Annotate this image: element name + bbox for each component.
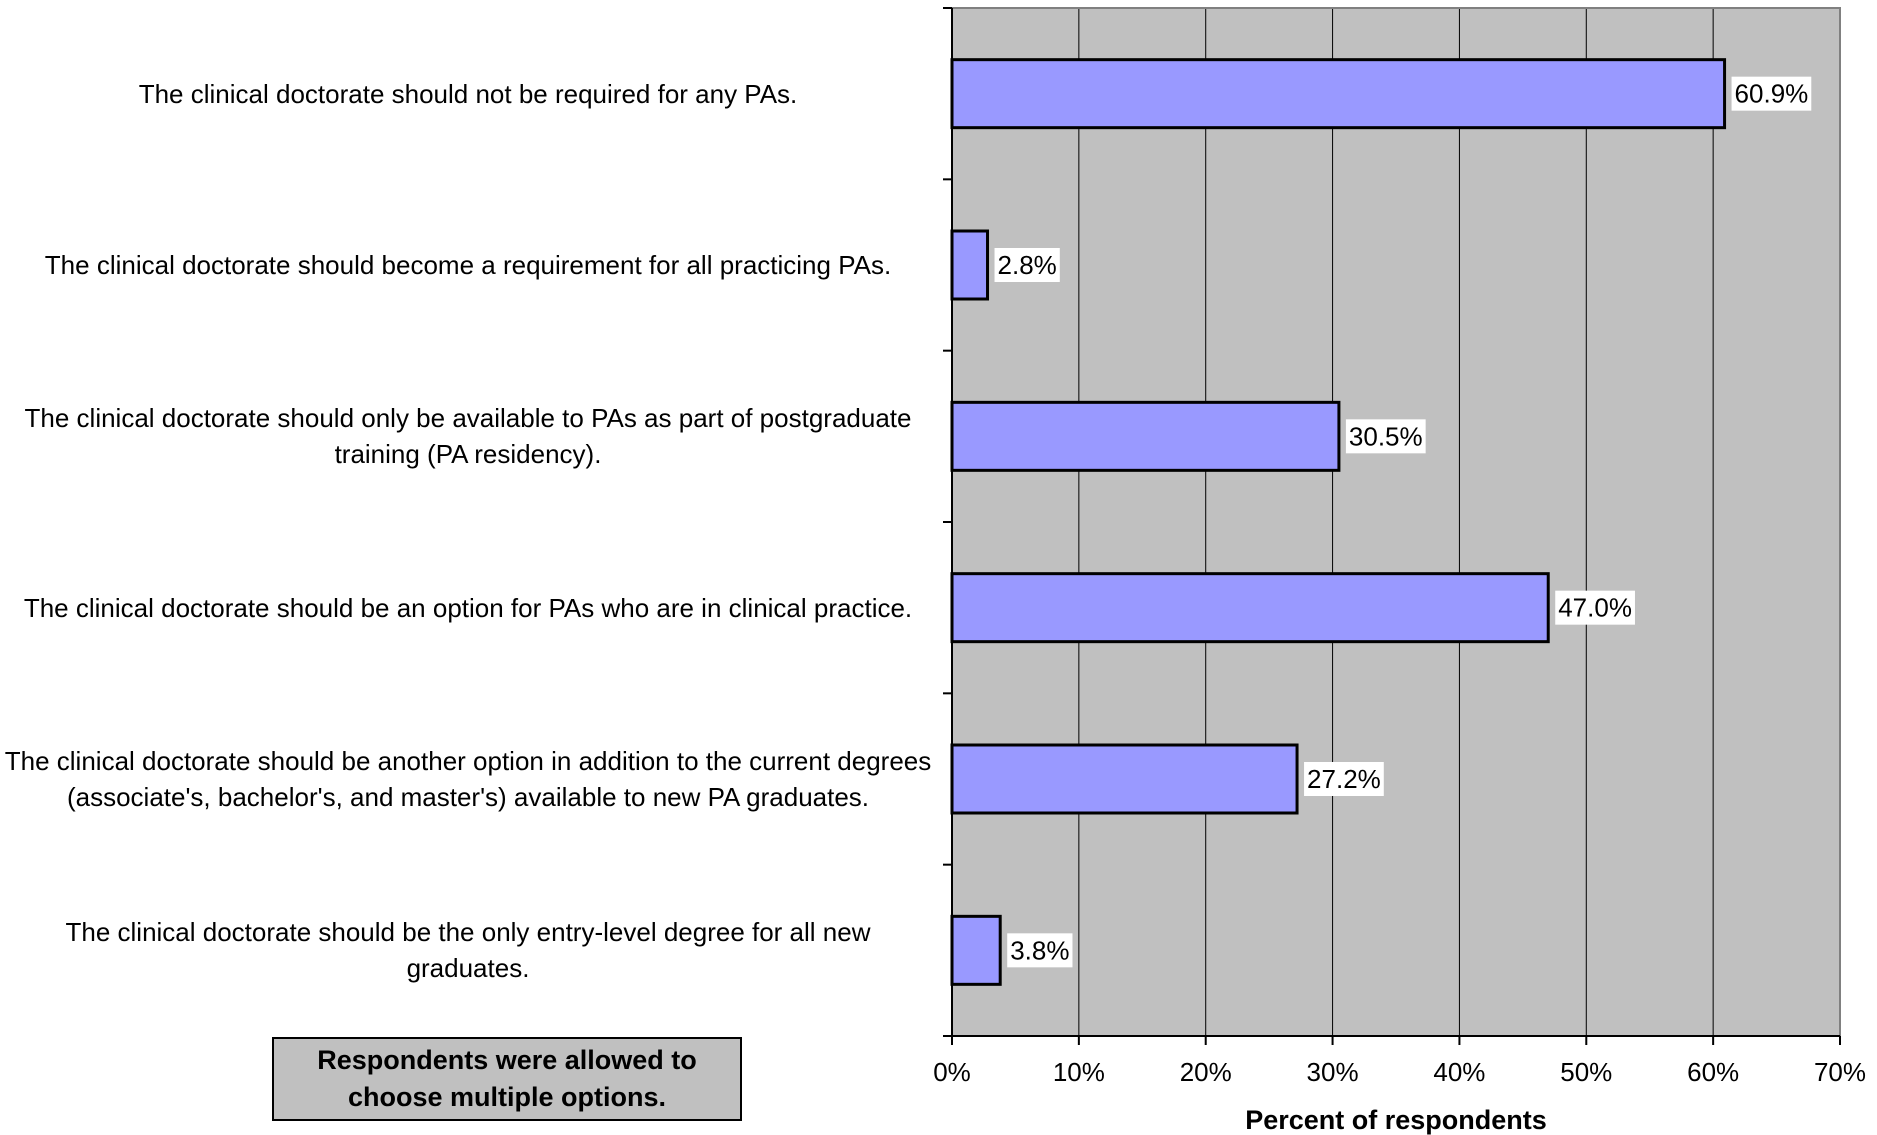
- data-label-text: 2.8%: [998, 250, 1057, 280]
- data-label-text: 3.8%: [1010, 935, 1069, 965]
- note-box: Respondents were allowed to choose multi…: [272, 1037, 742, 1121]
- x-tick-label: 20%: [1180, 1057, 1232, 1087]
- x-tick-label: 30%: [1307, 1057, 1359, 1087]
- data-label-text: 60.9%: [1735, 79, 1809, 109]
- category-label: The clinical doctorate should only be av…: [24, 403, 912, 470]
- x-tick-label: 50%: [1560, 1057, 1612, 1087]
- data-label: 3.8%: [1007, 933, 1073, 968]
- data-label: 60.9%: [1731, 76, 1812, 111]
- category-label: The clinical doctorate should be the onl…: [65, 917, 871, 984]
- x-axis-title: Percent of respondents: [1245, 1105, 1547, 1135]
- bars: [950, 58, 1727, 986]
- data-label-bg: [1555, 590, 1635, 625]
- bar: [950, 58, 1727, 130]
- category-label: The clinical doctorate should become a r…: [44, 250, 892, 280]
- data-label-text: 27.2%: [1307, 764, 1381, 794]
- data-label-bg: [1007, 933, 1073, 968]
- data-labels: 60.9% 2.8% 30.5% 47.0% 27.2% 3.8%: [994, 76, 1812, 968]
- data-label-bg: [1345, 419, 1426, 454]
- category-label: The clinical doctorate should be another…: [4, 746, 932, 812]
- plot-area: [952, 8, 1840, 1036]
- x-tick-label: 10%: [1053, 1057, 1105, 1087]
- x-tick-label: 0%: [933, 1057, 971, 1087]
- data-label: 2.8%: [994, 248, 1060, 282]
- data-label: 30.5%: [1345, 419, 1426, 454]
- category-label: The clinical doctorate should be an opti…: [23, 592, 913, 623]
- data-label-text: 30.5%: [1349, 421, 1423, 451]
- x-tick-label: 40%: [1433, 1057, 1485, 1087]
- data-label: 47.0%: [1555, 590, 1635, 625]
- data-label-bg: [1304, 762, 1384, 796]
- bar: [950, 229, 990, 301]
- x-tick-label: 60%: [1687, 1057, 1739, 1087]
- x-tick-label: 70%: [1814, 1057, 1866, 1087]
- bar: [950, 743, 1299, 815]
- data-label-text: 47.0%: [1558, 593, 1632, 623]
- data-label-bg: [994, 248, 1060, 282]
- bar: [950, 400, 1341, 472]
- data-label-bg: [1731, 76, 1812, 111]
- category-label: The clinical doctorate should not be req…: [138, 78, 798, 109]
- bar: [950, 914, 1002, 986]
- axes: 0% 10% 20% 30% 40% 50% 60% 70%: [933, 7, 1866, 1087]
- bar: [950, 572, 1550, 644]
- data-label: 27.2%: [1304, 762, 1384, 796]
